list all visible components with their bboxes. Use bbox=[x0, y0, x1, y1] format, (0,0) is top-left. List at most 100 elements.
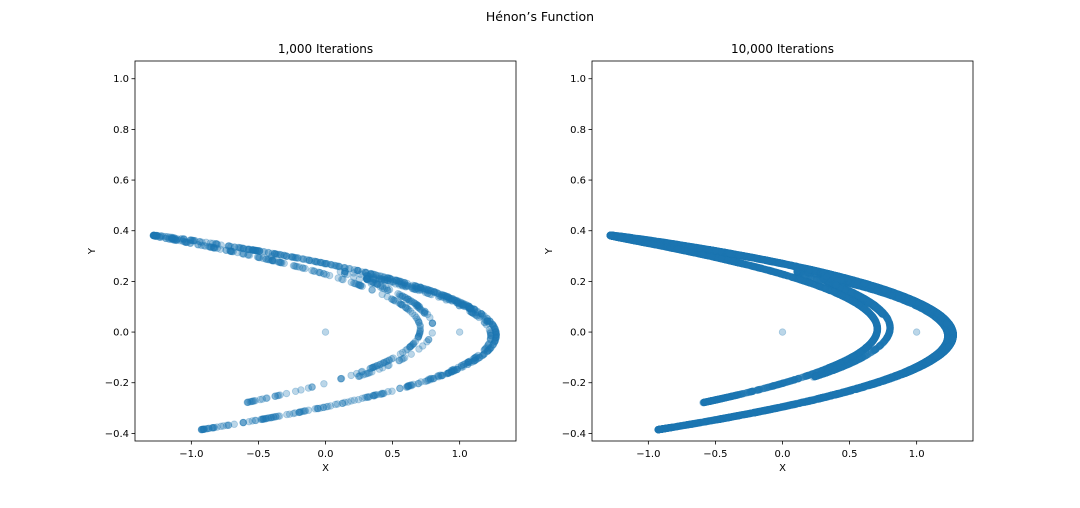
data-point bbox=[416, 330, 423, 337]
data-point bbox=[309, 384, 316, 391]
data-point bbox=[335, 263, 342, 270]
data-point bbox=[377, 273, 384, 280]
y-tick-label: 0.4 bbox=[113, 226, 129, 237]
data-point bbox=[284, 411, 291, 418]
subplot-title: 1,000 Iterations bbox=[278, 42, 373, 56]
figure-suptitle: Hénon’s Function bbox=[486, 9, 594, 24]
data-point bbox=[434, 290, 441, 297]
data-point bbox=[263, 256, 270, 263]
data-point bbox=[305, 407, 312, 414]
data-point bbox=[368, 365, 375, 372]
data-point bbox=[346, 265, 353, 272]
data-point bbox=[348, 372, 355, 379]
data-point bbox=[385, 275, 392, 282]
data-point bbox=[471, 357, 478, 364]
data-point bbox=[404, 384, 411, 391]
x-tick-label: 0.5 bbox=[385, 449, 401, 460]
data-point bbox=[458, 362, 465, 369]
data-point bbox=[263, 395, 270, 402]
data-point bbox=[225, 243, 232, 250]
data-point bbox=[484, 316, 491, 323]
data-point bbox=[401, 355, 408, 362]
y-tick-label: 1.0 bbox=[113, 74, 129, 85]
data-point bbox=[203, 426, 210, 433]
data-point bbox=[374, 362, 381, 369]
data-point bbox=[363, 275, 370, 282]
data-point bbox=[416, 319, 423, 326]
data-point bbox=[179, 238, 186, 245]
data-point bbox=[415, 380, 422, 387]
data-point bbox=[399, 293, 406, 300]
data-point bbox=[429, 330, 436, 337]
data-point bbox=[355, 396, 362, 403]
data-point bbox=[316, 269, 323, 276]
scatter-points bbox=[607, 232, 957, 433]
data-point bbox=[218, 423, 225, 430]
data-point bbox=[413, 285, 420, 292]
data-point bbox=[309, 267, 316, 274]
y-axis-label: Y bbox=[87, 247, 98, 255]
data-point bbox=[338, 375, 345, 382]
data-point bbox=[451, 367, 458, 374]
data-point bbox=[471, 306, 478, 313]
data-point bbox=[356, 276, 363, 283]
data-point bbox=[404, 346, 411, 353]
data-point bbox=[397, 385, 404, 392]
y-tick-label: −0.4 bbox=[105, 429, 129, 440]
data-point bbox=[444, 293, 451, 300]
y-tick-label: 0.8 bbox=[113, 125, 129, 136]
data-point bbox=[257, 396, 264, 403]
data-point bbox=[170, 235, 177, 242]
data-point bbox=[435, 372, 442, 379]
data-point bbox=[913, 329, 920, 336]
data-point bbox=[203, 239, 210, 246]
data-point bbox=[321, 380, 328, 387]
scatter-points bbox=[150, 232, 500, 433]
data-point bbox=[355, 267, 362, 274]
data-point bbox=[196, 239, 203, 246]
data-point bbox=[300, 265, 307, 272]
data-point bbox=[484, 348, 491, 355]
data-point bbox=[339, 276, 346, 283]
data-point bbox=[404, 280, 411, 287]
data-point bbox=[456, 329, 463, 336]
data-point bbox=[386, 357, 393, 364]
data-point bbox=[427, 376, 434, 383]
data-point bbox=[399, 302, 406, 309]
data-point bbox=[312, 406, 319, 413]
data-point bbox=[370, 392, 377, 399]
data-point bbox=[485, 341, 492, 348]
data-point bbox=[238, 245, 245, 252]
data-point bbox=[281, 252, 288, 259]
data-point bbox=[292, 410, 299, 417]
x-tick-label: −1.0 bbox=[179, 449, 203, 460]
data-point bbox=[360, 372, 367, 379]
data-point bbox=[380, 390, 387, 397]
data-point bbox=[427, 291, 434, 298]
data-point bbox=[339, 400, 346, 407]
data-point bbox=[369, 287, 376, 294]
data-point bbox=[425, 336, 432, 343]
data-point bbox=[411, 299, 418, 306]
data-point bbox=[272, 250, 279, 257]
data-point bbox=[246, 418, 253, 425]
data-point bbox=[326, 272, 333, 279]
x-tick-label: 1.0 bbox=[452, 449, 468, 460]
data-point bbox=[779, 329, 786, 336]
data-point bbox=[386, 286, 393, 293]
data-point bbox=[389, 296, 396, 303]
data-point bbox=[231, 244, 238, 251]
data-point bbox=[272, 413, 279, 420]
data-point bbox=[416, 346, 423, 353]
x-axis-label: X bbox=[322, 463, 329, 474]
data-point bbox=[245, 252, 252, 259]
data-point bbox=[319, 260, 326, 267]
y-tick-label: −0.2 bbox=[105, 378, 129, 389]
data-point bbox=[275, 259, 282, 266]
data-point bbox=[409, 310, 416, 317]
data-point bbox=[322, 329, 329, 336]
y-tick-label: 0.2 bbox=[113, 277, 129, 288]
